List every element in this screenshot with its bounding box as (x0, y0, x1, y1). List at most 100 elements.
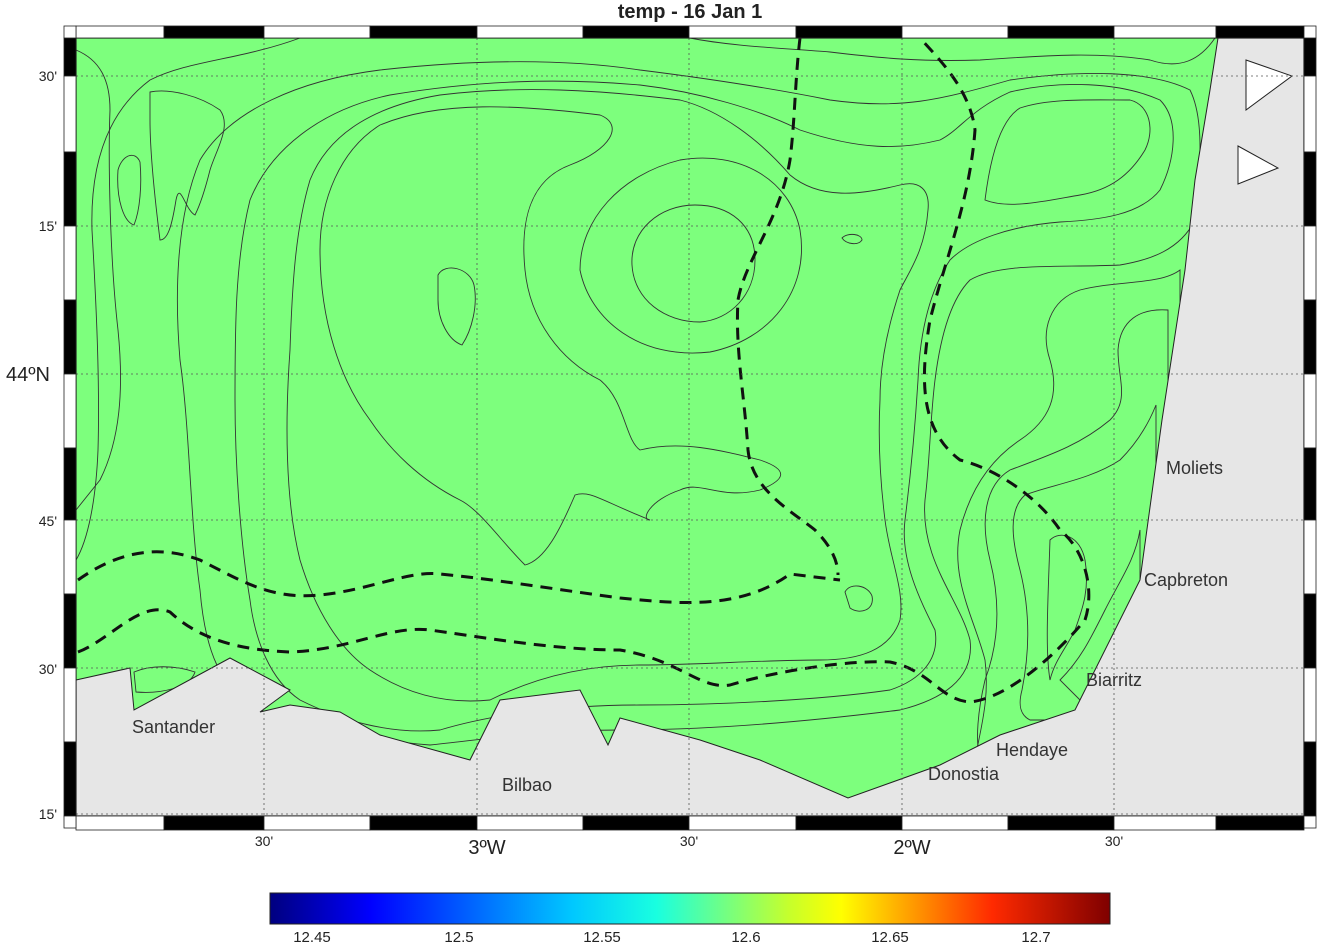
lon-label: 30' (680, 833, 698, 849)
lat-label: 45' (39, 513, 57, 529)
frame-segment-top (1007, 25, 1115, 39)
colorbar-tick-label: 12.7 (1021, 929, 1050, 944)
frame-segment-bottom (1007, 815, 1115, 831)
place-biarritz: Biarritz (1086, 670, 1142, 690)
frame-segment-right (1303, 75, 1317, 153)
lat-label: 15' (39, 218, 57, 234)
colorbar-tick-label: 12.65 (871, 929, 909, 944)
frame-segment-left (63, 741, 77, 817)
land-coast (75, 37, 1305, 817)
contour-navy-core (437, 267, 476, 346)
contour-blue (286, 89, 929, 702)
dashed-line-west-upper (77, 550, 841, 605)
frame-segment-right (1303, 225, 1317, 301)
frame-segment-bottom (1215, 815, 1305, 831)
frame-segment-bottom (688, 815, 797, 831)
frame-segment-bottom (369, 815, 478, 831)
frame-segment-top (1215, 25, 1305, 39)
lon-label: 3ºW (468, 837, 505, 859)
map-frame (75, 36, 1305, 817)
frame-segment-bottom (163, 815, 265, 831)
place-moliets: Moliets (1166, 458, 1223, 478)
frame-segment-left (63, 667, 77, 743)
frame-segment-left (63, 447, 77, 521)
frame-segment-left (63, 225, 77, 301)
frame-segment-bottom (582, 815, 690, 831)
frame-segment-right (1303, 151, 1317, 227)
contour-orange-se (977, 309, 1169, 761)
longitude-labels: 30' 3ºW 30' 2ºW 30' (255, 833, 1123, 859)
frame-segment-bottom (1113, 815, 1217, 831)
frame-segment-right (1303, 299, 1317, 375)
frame-segment-top (688, 25, 797, 39)
frame-segment-right (1303, 447, 1317, 521)
place-labels: Moliets Capbreton Biarritz Hendaye Donos… (132, 458, 1228, 795)
contour-yellow-se (957, 269, 1181, 761)
place-capbreton: Capbreton (1144, 570, 1228, 590)
lon-label: 30' (1105, 833, 1123, 849)
frame-segment-left (63, 75, 77, 153)
frame-segment-left (63, 299, 77, 375)
frame-segment-left (63, 37, 77, 77)
frame-segment-bottom (75, 815, 165, 831)
frame-segment-top (582, 25, 690, 39)
frame-segment-bottom (901, 815, 1009, 831)
frame-segment-right (1303, 373, 1317, 449)
colorbar-tick-label: 12.45 (293, 929, 331, 944)
lat-label: 30' (39, 68, 57, 84)
place-bilbao: Bilbao (502, 775, 552, 795)
frame-segment-right (1303, 37, 1317, 77)
colorbar-ticks: 12.45 12.5 12.55 12.6 12.65 12.7 (293, 929, 1050, 944)
frame-segment-top (795, 25, 903, 39)
frame-corner (1303, 25, 1317, 39)
contour-orange-west (75, 49, 121, 512)
lat-label: 15' (39, 806, 57, 822)
frame-segment-bottom (263, 815, 371, 831)
frame-segment-left (63, 519, 77, 595)
contour-darkblue-dot (841, 233, 863, 245)
place-hendaye: Hendaye (996, 740, 1068, 760)
frame-segment-left (63, 593, 77, 669)
frame-segment-top (476, 25, 584, 39)
lat-label: 30' (39, 661, 57, 677)
contour-ring-lightblue (579, 157, 802, 354)
lon-label: 30' (255, 833, 273, 849)
frame-segment-top (263, 25, 371, 39)
contour-ring-cyan (631, 204, 756, 323)
contour-yellow-west (75, 37, 301, 562)
contour-redorange-se (1012, 404, 1157, 721)
contour-blue-ne (984, 99, 1151, 205)
contour-darkblue (319, 106, 782, 566)
frame-segment-top (163, 25, 265, 39)
frame-segment-right (1303, 593, 1317, 669)
colorbar-tick-label: 12.5 (444, 929, 473, 944)
contour-darkblue-west (133, 666, 196, 693)
colorbar (269, 892, 1111, 925)
colorbar-tick-label: 12.6 (731, 929, 760, 944)
contour-yellow-north (689, 37, 1216, 65)
frame-segment-bottom (795, 815, 903, 831)
map-title: temp - 16 Jan 1 (618, 1, 763, 23)
frame-segment-top (369, 25, 478, 39)
frame-segment-top (75, 25, 165, 39)
place-santander: Santander (132, 717, 215, 737)
lon-label: 2ºW (893, 837, 930, 859)
frame-segment-left (63, 373, 77, 449)
contour-darkblue-small (844, 585, 873, 612)
map-checker-frame (63, 25, 1317, 831)
frame-segment-right (1303, 519, 1317, 595)
frame-corner (63, 25, 77, 39)
frame-corner (63, 815, 77, 829)
contour-green-blob-west (117, 154, 142, 226)
frame-segment-bottom (476, 815, 584, 831)
lat-label: 44ºN (6, 364, 50, 386)
contour-lightblue (234, 80, 1174, 732)
frame-segment-top (901, 25, 1009, 39)
frame-segment-right (1303, 741, 1317, 817)
dashed-line-center (735, 37, 840, 576)
frame-segment-left (63, 151, 77, 227)
land-triangle-south (1237, 145, 1280, 185)
contour-orange-blob (149, 90, 225, 241)
dashed-line-west-lower (77, 36, 1091, 704)
